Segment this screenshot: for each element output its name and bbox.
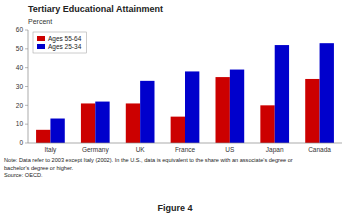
y-tick (25, 105, 28, 106)
y-axis (28, 30, 29, 143)
y-tick-label: 0 (19, 139, 23, 146)
y-tick (25, 86, 28, 87)
bar (185, 71, 199, 143)
legend-label: Ages 55-64 (48, 35, 82, 43)
legend-swatch (37, 36, 45, 41)
bar (50, 119, 64, 143)
note: bachelor's degree or higher. (4, 165, 74, 171)
y-tick (25, 48, 28, 49)
figure-label: Figure 4 (157, 203, 192, 213)
legend-swatch (37, 44, 45, 49)
y-tick (25, 67, 28, 68)
y-tick-label: 50 (16, 45, 24, 52)
bars (36, 43, 334, 143)
y-tick-label: 20 (16, 102, 24, 109)
y-tick (25, 30, 28, 31)
chart: Tertiary Educational Attainment Percent 0 1… (0, 0, 350, 215)
bar (260, 105, 274, 143)
bar (126, 103, 140, 143)
legend-label: Ages 25-34 (48, 43, 82, 51)
x-tick-label: UK (136, 146, 146, 153)
bar (81, 103, 95, 143)
legend: Ages 55-64Ages 25-34 (33, 32, 86, 53)
note: Source: OECD. (4, 172, 43, 178)
note: Note: Data refer to 2003 except Italy (2… (4, 157, 293, 163)
bar (275, 45, 289, 143)
bar (320, 43, 334, 143)
title: Tertiary Educational Attainment (28, 4, 163, 14)
x-tick-label: France (175, 146, 196, 153)
y-tick (25, 124, 28, 125)
y-tick-label: 40 (16, 64, 24, 71)
y-tick-label: 10 (16, 120, 24, 127)
y-tick (25, 143, 28, 144)
y-axis-label: Percent (28, 18, 52, 25)
bar (140, 81, 154, 143)
x-axis (28, 143, 342, 144)
bar (95, 102, 109, 143)
bar (230, 70, 244, 143)
bar (171, 117, 185, 143)
bar (216, 77, 230, 143)
y-tick-label: 30 (16, 83, 24, 90)
x-tick-label: Canada (308, 146, 331, 153)
x-tick-label: Japan (266, 146, 284, 154)
bar (305, 79, 319, 143)
bar (36, 130, 50, 143)
x-tick-label: Germany (82, 146, 109, 154)
y-tick-label: 60 (16, 26, 24, 33)
x-tick-label: US (225, 146, 235, 153)
legend-frame (33, 32, 86, 53)
x-tick-label: Italy (44, 146, 57, 154)
